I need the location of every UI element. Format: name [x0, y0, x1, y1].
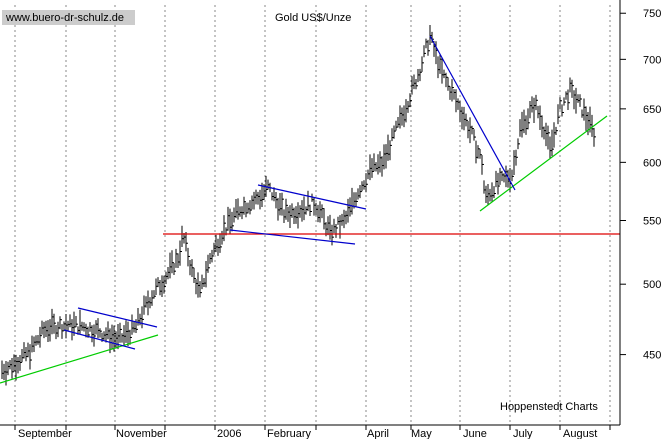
x-tick-label: April	[367, 428, 389, 439]
channel-upper-mid	[257, 184, 367, 210]
x-tick-label: August	[563, 428, 597, 439]
channel-lower-left	[63, 329, 136, 350]
x-tick-label: July	[513, 428, 533, 439]
x-tick-label: November	[116, 428, 167, 439]
trend-lines	[0, 35, 620, 384]
channel-lower-mid	[229, 229, 356, 245]
x-tick-label: February	[267, 428, 312, 439]
watermark: www.buero-dr-schulz.de	[5, 12, 124, 24]
x-axis-ticks: September November 2006 February April May Jun…	[14, 425, 611, 439]
x-tick-label: September	[18, 428, 72, 439]
y-tick-label: 600	[643, 157, 661, 169]
grid-lines	[14, 5, 611, 425]
x-tick-label: 2006	[217, 428, 241, 439]
channel-upper-left	[77, 307, 158, 328]
y-tick-label: 650	[643, 104, 661, 116]
x-tick-label: June	[463, 428, 487, 439]
credit-label: Hoppenstedt Charts	[500, 401, 598, 413]
y-tick-label: 500	[643, 279, 661, 291]
x-tick-label: May	[411, 428, 432, 439]
price-bars	[1, 24, 596, 386]
chart-title: Gold US$/Unze	[275, 12, 351, 24]
y-tick-label: 750	[643, 8, 661, 20]
y-tick-label: 450	[643, 350, 661, 362]
watermark-background	[2, 10, 135, 25]
y-tick-label: 700	[643, 54, 661, 66]
support-line-right	[479, 115, 608, 212]
y-axis-ticks: 450 500 550 600 650 700 750	[620, 8, 661, 362]
downtrend-line	[429, 35, 516, 191]
support-line-left	[0, 334, 159, 384]
y-tick-label: 550	[643, 215, 661, 227]
